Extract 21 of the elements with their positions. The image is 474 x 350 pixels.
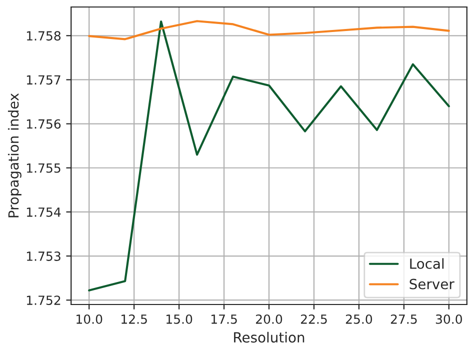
x-axis-title: Resolution [234,332,304,343]
x-tick-label: 27.5 [390,314,417,324]
x-tick-label: 22.5 [300,314,327,324]
x-tick-label: 25.0 [346,314,372,324]
y-axis-title: Propagation index [8,93,22,218]
x-tick-label: 20.0 [256,314,282,324]
x-tick-label: 30.0 [436,314,462,324]
legend-label: Server [410,278,454,290]
y-tick-label: 1.757 [26,75,60,85]
y-tick-label: 1.758 [26,31,61,41]
y-tick-label: 1.752 [26,296,60,306]
y-tick-label: 1.755 [26,164,60,173]
y-tick-label: 1.754 [26,208,61,217]
line-series [88,20,450,40]
y-tick-label: 1.756 [26,119,61,129]
x-tick-label: 10.0 [76,314,102,324]
legend-label: Local [410,258,444,269]
x-tick-label: 17.5 [211,314,237,324]
x-tick-label: 15.0 [166,314,192,324]
y-tick-label: 1.753 [26,251,60,261]
x-tick-label: 12.5 [122,314,147,324]
